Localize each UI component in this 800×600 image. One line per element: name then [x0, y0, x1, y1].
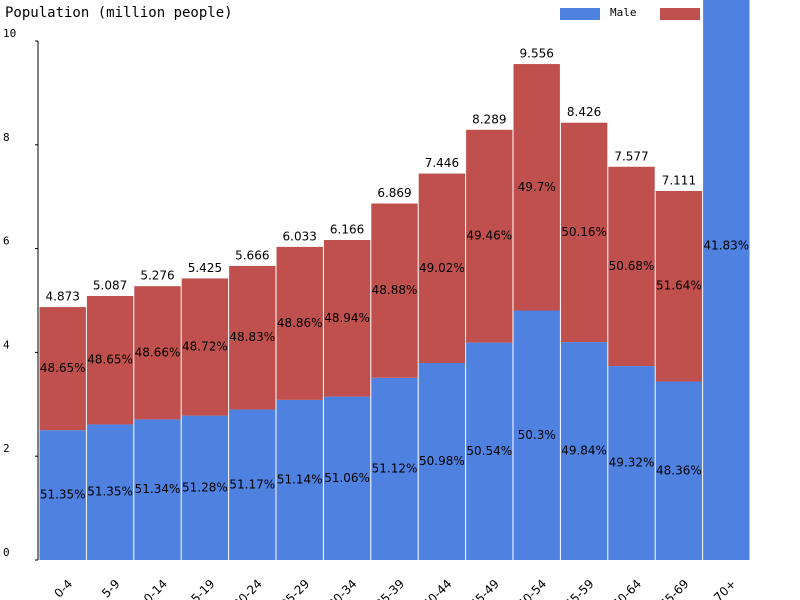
x-tick-label: 50-54	[515, 577, 550, 600]
share-label: 51.34%	[135, 482, 181, 496]
y-tick-label: 2	[3, 442, 10, 455]
bar-segment	[229, 409, 276, 560]
share-label: 49.7%	[518, 180, 556, 194]
share-label: 48.72%	[182, 340, 228, 354]
share-label: 49.46%	[466, 229, 512, 243]
bar-segment	[655, 190, 703, 382]
x-tick-label: 0-4	[52, 577, 76, 600]
total-label: 8.426	[567, 105, 601, 119]
share-label: 50.68%	[609, 259, 655, 273]
x-tick-label: 30-34	[325, 577, 360, 600]
share-label: 51.12%	[372, 461, 418, 475]
bar-segment	[229, 265, 276, 410]
share-label: 51.28%	[182, 480, 228, 494]
bar-segment	[513, 310, 560, 560]
share-label: 48.65%	[87, 353, 133, 367]
share-label: 41.83%	[703, 239, 749, 253]
bar-segment	[323, 239, 371, 397]
share-label: 48.66%	[135, 345, 181, 359]
bar-segment	[560, 342, 608, 560]
total-label: 5.087	[93, 278, 127, 292]
share-label: 51.06%	[324, 471, 370, 485]
share-label: 49.84%	[561, 444, 607, 458]
bar-segment	[323, 396, 371, 560]
y-tick-label: 10	[3, 27, 16, 40]
x-tick-label: 5-9	[99, 577, 123, 600]
total-label: 7.446	[425, 156, 459, 170]
bar-segment	[276, 399, 323, 560]
bar-segment	[371, 203, 418, 378]
total-label: 5.276	[140, 269, 174, 283]
y-tick-label: 8	[3, 131, 10, 144]
x-tick-label: 60-64	[610, 577, 645, 600]
share-label: 49.32%	[609, 456, 655, 470]
total-label: 8.289	[472, 112, 506, 126]
bar-segment	[608, 366, 655, 560]
bar-segment	[703, 0, 750, 560]
bar-segment	[276, 246, 323, 400]
bar-segment	[466, 342, 513, 560]
bar-segment	[86, 295, 134, 425]
bar-segment	[39, 430, 86, 560]
share-label: 50.54%	[466, 444, 512, 458]
bar-segment	[181, 278, 229, 416]
x-tick-label: 25-29	[278, 577, 313, 600]
total-label: 7.111	[662, 173, 696, 187]
x-tick-label: 45-49	[467, 577, 502, 600]
share-label: 51.64%	[656, 279, 702, 293]
bar-segment	[39, 307, 86, 431]
share-label: 51.17%	[229, 477, 275, 491]
total-label: 4.873	[46, 290, 80, 304]
y-tick-label: 4	[3, 338, 10, 351]
y-tick-label: 6	[3, 235, 10, 248]
total-label: 5.425	[188, 261, 222, 275]
x-tick-label: 70+	[711, 577, 739, 600]
share-label: 51.35%	[87, 485, 133, 499]
total-label: 5.666	[235, 248, 269, 262]
legend-swatch	[660, 8, 700, 20]
share-label: 50.16%	[561, 225, 607, 239]
x-tick-label: 15-19	[183, 577, 218, 600]
bar-segment	[513, 64, 560, 311]
share-label: 51.14%	[277, 472, 323, 486]
total-label: 6.033	[283, 229, 317, 243]
x-tick-label: 10-14	[136, 577, 171, 600]
share-label: 48.36%	[656, 463, 702, 477]
share-label: 51.35%	[40, 488, 86, 502]
legend-swatch	[560, 8, 600, 20]
total-label: 6.869	[377, 186, 411, 200]
share-label: 48.86%	[277, 316, 323, 330]
bar-segment	[371, 377, 418, 560]
bar-segment	[418, 362, 466, 560]
x-tick-label: 35-39	[373, 577, 408, 600]
share-label: 48.65%	[40, 361, 86, 375]
bar-segment	[86, 424, 134, 560]
bar-segment	[608, 166, 655, 367]
bar-segment	[655, 381, 703, 560]
total-label: 9.556	[520, 47, 554, 61]
legend-label: Male	[610, 6, 637, 19]
bar-segment	[466, 129, 513, 343]
share-label: 48.88%	[372, 283, 418, 297]
bar-segment	[134, 419, 181, 560]
share-label: 50.98%	[419, 454, 465, 468]
share-label: 49.02%	[419, 261, 465, 275]
total-label: 7.577	[614, 149, 648, 163]
chart-title: Population (million people)	[5, 5, 233, 21]
x-tick-label: 40-44	[420, 577, 455, 600]
x-tick-label: 20-24	[230, 577, 265, 600]
x-tick-label: 55-59	[562, 577, 597, 600]
bar-segment	[134, 286, 181, 420]
bar-segment	[181, 415, 229, 560]
x-tick-label: 65-69	[657, 577, 692, 600]
bar-segment	[560, 122, 608, 343]
share-label: 48.94%	[324, 311, 370, 325]
y-tick-label: 0	[3, 546, 10, 559]
share-label: 48.83%	[229, 330, 275, 344]
total-label: 6.166	[330, 222, 364, 236]
share-label: 50.3%	[518, 428, 556, 442]
bar-segment	[418, 173, 466, 363]
